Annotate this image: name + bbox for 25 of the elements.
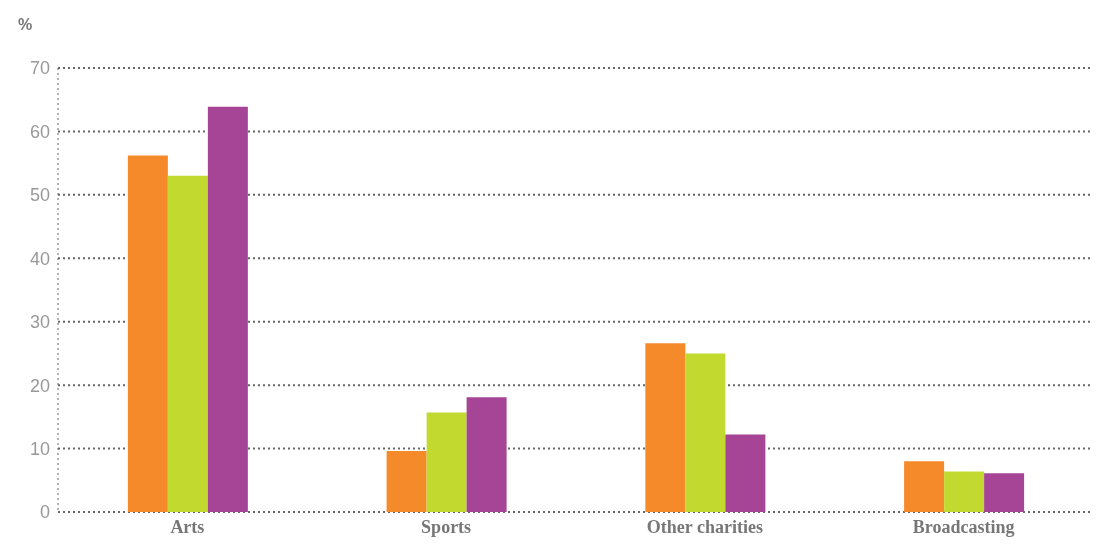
bar bbox=[426, 412, 467, 512]
y-tick-label: 50 bbox=[29, 185, 50, 206]
bar bbox=[944, 471, 985, 512]
y-axis-title: % bbox=[18, 16, 33, 34]
bar bbox=[466, 397, 507, 512]
y-tick-label: 70 bbox=[29, 58, 50, 79]
x-tick-label: Other charities bbox=[646, 516, 763, 537]
x-tick-label: Sports bbox=[421, 516, 472, 537]
bar bbox=[685, 353, 726, 512]
bar bbox=[645, 343, 686, 512]
bar bbox=[386, 451, 427, 512]
bar bbox=[207, 106, 248, 512]
x-tick-label: Broadcasting bbox=[912, 516, 1015, 537]
y-tick-label: 10 bbox=[29, 438, 50, 459]
y-tick-label: 0 bbox=[39, 502, 50, 523]
x-tick-label: Arts bbox=[170, 516, 205, 537]
y-tick-label: 20 bbox=[29, 375, 50, 396]
bar bbox=[167, 175, 208, 512]
y-tick-label: 30 bbox=[29, 312, 50, 333]
bar bbox=[127, 155, 168, 512]
bar bbox=[725, 434, 766, 512]
y-tick-label: 40 bbox=[29, 248, 50, 269]
y-tick-label: 60 bbox=[29, 121, 50, 142]
bar bbox=[984, 473, 1025, 512]
bar bbox=[904, 461, 945, 512]
